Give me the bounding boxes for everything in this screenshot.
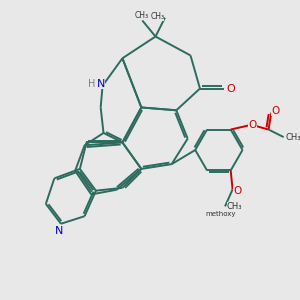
Text: O: O [227, 83, 236, 94]
Text: O: O [248, 120, 256, 130]
Text: N: N [55, 226, 63, 236]
Text: CH₃: CH₃ [227, 202, 242, 211]
Text: O: O [271, 106, 279, 116]
Text: N: N [97, 79, 105, 89]
Text: H: H [88, 79, 95, 89]
Text: CH₃: CH₃ [150, 12, 164, 21]
Text: O: O [233, 186, 242, 196]
Text: methoxy: methoxy [205, 211, 236, 217]
Text: CH₃: CH₃ [285, 133, 300, 142]
Text: CH₃: CH₃ [134, 11, 148, 20]
